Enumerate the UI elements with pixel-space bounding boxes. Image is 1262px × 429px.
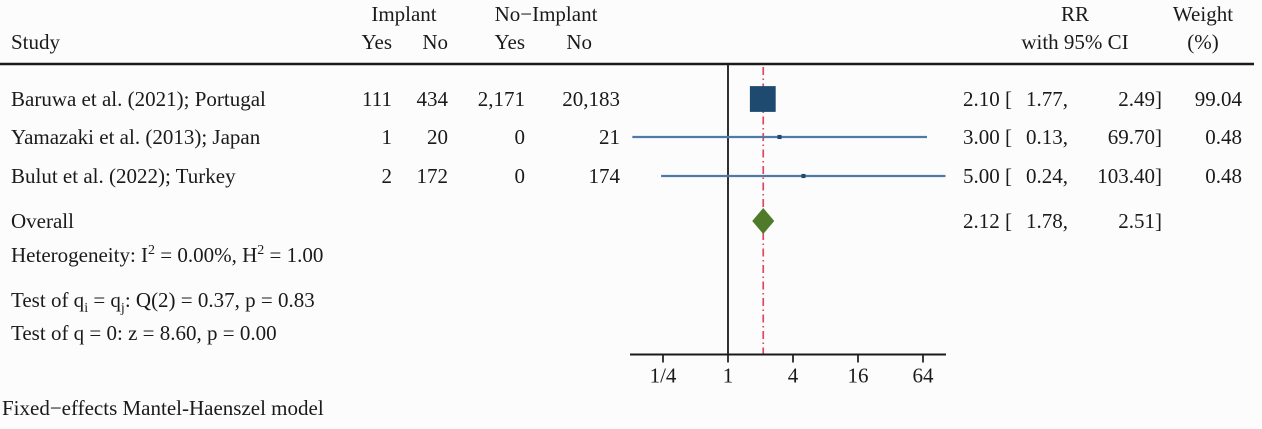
effect-marker (801, 173, 806, 179)
superscript: 2 (257, 243, 265, 258)
overall-label: Overall (11, 209, 74, 233)
ci-high: 69.70] (1107, 125, 1162, 149)
ci-high: 2.49] (1118, 87, 1162, 111)
rr-estimate: 2.10 [ (963, 87, 1012, 111)
heterogeneity-text: = 0.00%, H (155, 243, 258, 267)
superscript: 2 (148, 243, 156, 258)
header-rr-line1: RR (1060, 2, 1089, 26)
implant-no-value: 20 (427, 125, 448, 149)
header-rr-line2: with 95% CI (1021, 30, 1129, 54)
subscript: j (120, 301, 125, 317)
heterogeneity-text: = 1.00 (264, 243, 324, 267)
implant-yes-value: 2 (381, 164, 393, 188)
ci-low: 0.13, (1026, 125, 1068, 149)
header-weight-line2: (%) (1187, 30, 1219, 54)
no-implant-yes-value: 0 (514, 164, 526, 188)
heterogeneity-text: Heterogeneity: I (11, 243, 149, 267)
effect-marker (777, 134, 782, 140)
x-axis-tick-label: 16 (848, 364, 869, 388)
header-weight-line1: Weight (1172, 2, 1234, 26)
header-implant-group: Implant (371, 2, 437, 26)
ci-high: 103.40] (1097, 164, 1162, 188)
no-implant-no-value: 174 (588, 164, 621, 188)
overall-diamond (752, 208, 775, 234)
no-implant-no-value: 20,183 (562, 87, 620, 111)
implant-yes-value: 111 (362, 87, 392, 111)
subscript: i (84, 301, 89, 317)
header-no-implant-yes: Yes (494, 30, 525, 54)
overall-rr-estimate: 2.12 [ (963, 209, 1012, 233)
rr-estimate: 5.00 [ (963, 164, 1012, 188)
homogeneity-test-stats: Test of qi = qj: Q(2) = 0.37, p = 0.83 (11, 288, 315, 316)
effect-marker (749, 86, 776, 112)
implant-no-value: 434 (416, 87, 449, 111)
x-axis-tick-label: 4 (788, 364, 799, 388)
study-label: Bulut et al. (2022); Turkey (11, 164, 236, 188)
x-axis-tick-label: 1/4 (650, 364, 677, 388)
header-no-implant-no: No (566, 30, 592, 54)
weight-value: 99.04 (1194, 87, 1242, 111)
header-study: Study (11, 30, 61, 54)
no-implant-no-value: 21 (599, 125, 620, 149)
implant-yes-value: 1 (381, 125, 393, 149)
header-no-implant-group: No−Implant (494, 2, 598, 26)
implant-no-value: 172 (416, 164, 449, 188)
x-axis-tick-label: 64 (913, 364, 935, 388)
study-label: Yamazaki et al. (2013); Japan (11, 125, 261, 149)
test-text: = q (88, 288, 121, 312)
overall-ci-high: 2.51] (1118, 209, 1162, 233)
weight-value: 0.48 (1205, 125, 1242, 149)
ci-low: 1.77, (1026, 87, 1068, 111)
model-note: Fixed−effects Mantel-Haenszel model (2, 396, 324, 420)
weight-value: 0.48 (1205, 164, 1242, 188)
test-text: Test of q (11, 288, 85, 312)
no-implant-yes-value: 0 (514, 125, 526, 149)
overall-test-stats: Test of q = 0: z = 8.60, p = 0.00 (11, 321, 277, 345)
header-implant-no: No (422, 30, 448, 54)
no-implant-yes-value: 2,171 (477, 87, 525, 111)
overall-ci-low: 1.78, (1026, 209, 1068, 233)
study-label: Baruwa et al. (2021); Portugal (11, 87, 266, 111)
rr-estimate: 3.00 [ (963, 125, 1012, 149)
x-axis-tick-label: 1 (723, 364, 734, 388)
test-text: : Q(2) = 0.37, p = 0.83 (124, 288, 315, 312)
heterogeneity-stats: Heterogeneity: I2 = 0.00%, H2 = 1.00 (11, 243, 323, 267)
ci-low: 0.24, (1026, 164, 1068, 188)
header-implant-yes: Yes (361, 30, 392, 54)
